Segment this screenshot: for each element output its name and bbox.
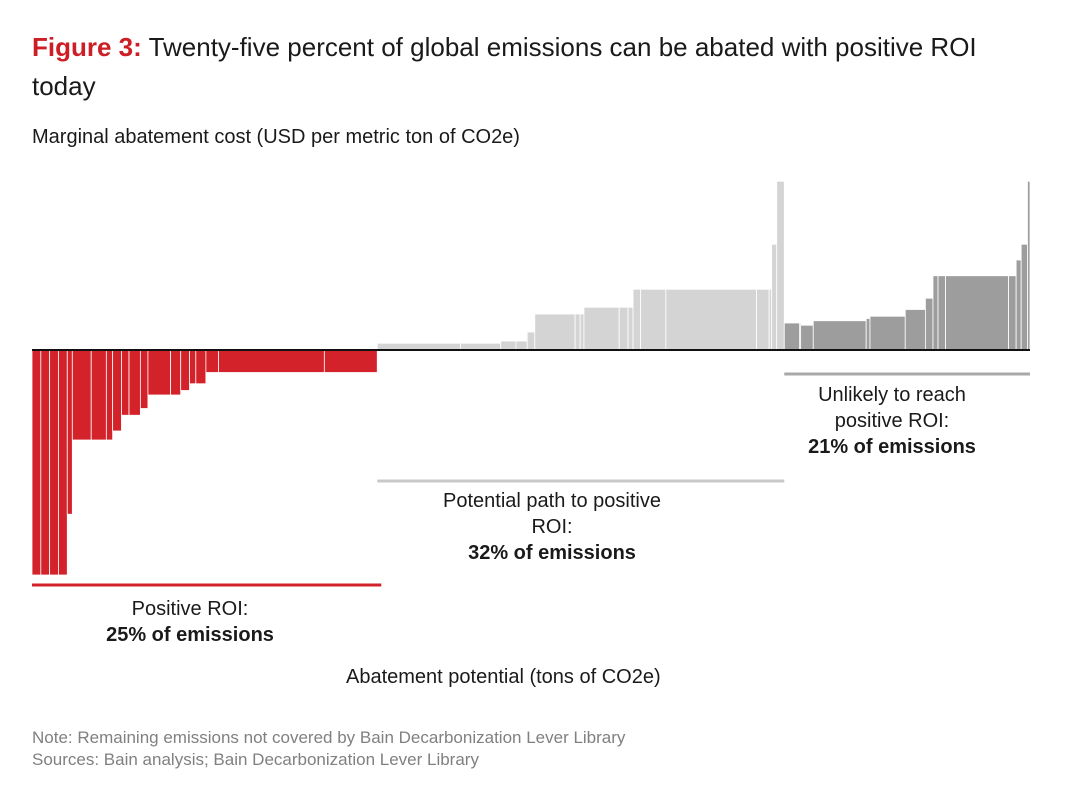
potential-path-label: Potential path to positive ROI: 32% of e… <box>432 488 672 566</box>
bar-20 <box>323 349 378 373</box>
positive-roi-title: Positive ROI: <box>131 598 249 620</box>
bar-42 <box>812 320 867 351</box>
bar-8 <box>105 349 114 441</box>
bar-7 <box>90 349 107 441</box>
chart-note: Note: Remaining emissions not covered by… <box>32 728 626 747</box>
bar-17 <box>195 349 207 385</box>
bar-52 <box>1020 243 1028 351</box>
bar-33 <box>640 288 667 351</box>
bar-4 <box>58 349 68 576</box>
bar-21 <box>376 342 461 351</box>
bar-47 <box>932 275 939 351</box>
bar-12 <box>139 349 149 409</box>
bar-46 <box>925 297 934 351</box>
bar-10 <box>121 349 130 416</box>
bar-26 <box>534 313 576 351</box>
unlikely-label: Unlikely to reach positive ROI: 21% of e… <box>792 382 992 460</box>
potential-path-title: Potential path to positive ROI: <box>443 490 661 538</box>
bar-18 <box>205 349 219 373</box>
x-axis-label: Abatement potential (tons of CO2e) <box>346 666 661 688</box>
bar-30 <box>618 306 629 351</box>
abatement-cost-curve-chart <box>31 180 1031 587</box>
bar-32 <box>632 288 642 351</box>
bar-53 <box>1027 180 1031 351</box>
chart-sources: Sources: Bain analysis; Bain Decarboniza… <box>32 750 479 769</box>
bar-15 <box>180 349 190 391</box>
bar-25 <box>526 331 536 351</box>
bar-5 <box>66 349 73 515</box>
bar-22 <box>460 342 502 351</box>
bar-3 <box>49 349 59 576</box>
y-axis-label: Marginal abatement cost (USD per metric … <box>32 126 520 148</box>
bar-11 <box>128 349 141 416</box>
bar-27 <box>574 313 581 351</box>
positive-roi-share: 25% of emissions <box>106 624 274 646</box>
bar-1 <box>31 349 42 576</box>
bar-39 <box>783 322 800 351</box>
figure-title-text: Twenty-five percent of global emissions … <box>32 32 977 101</box>
bar-51 <box>1015 259 1022 351</box>
bar-34 <box>665 288 757 351</box>
bar-41 <box>800 324 814 351</box>
unlikely-share: 21% of emissions <box>808 436 976 458</box>
bar-49 <box>945 275 1009 351</box>
bar-19 <box>218 349 325 373</box>
bar-16 <box>189 349 197 385</box>
bar-37 <box>771 243 778 351</box>
bar-24 <box>515 340 528 351</box>
figure-title: Figure 3: Twenty-five percent of global … <box>32 28 1032 106</box>
bar-14 <box>170 349 182 396</box>
bar-45 <box>904 309 926 351</box>
bar-48 <box>937 275 946 351</box>
figure-number: Figure 3: <box>32 32 142 62</box>
bar-43 <box>865 318 871 351</box>
positive-roi-label: Positive ROI: 25% of emissions <box>40 596 340 648</box>
bar-44 <box>869 315 906 351</box>
bar-13 <box>147 349 172 396</box>
bar-2 <box>40 349 51 576</box>
bar-6 <box>71 349 92 441</box>
bar-38 <box>776 180 785 351</box>
potential-path-share: 32% of emissions <box>468 542 636 564</box>
bar-23 <box>500 340 517 351</box>
bar-29 <box>583 306 620 351</box>
bar-28 <box>579 313 585 351</box>
bar-50 <box>1008 275 1017 351</box>
bar-9 <box>112 349 122 432</box>
bar-35 <box>756 288 770 351</box>
bar-31 <box>627 306 634 351</box>
unlikely-title: Unlikely to reach positive ROI: <box>818 384 966 432</box>
